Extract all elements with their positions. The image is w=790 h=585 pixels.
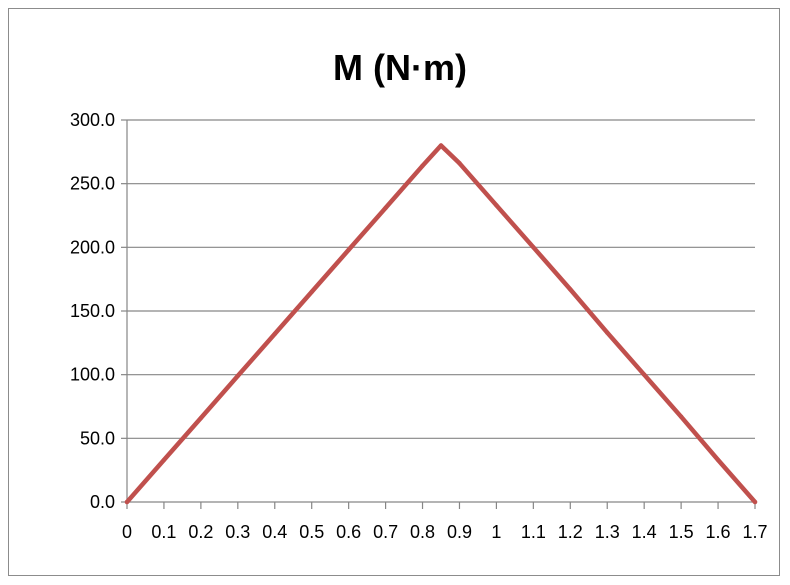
data-point bbox=[568, 287, 573, 292]
x-tick-label: 0.7 bbox=[373, 522, 398, 542]
data-point bbox=[346, 247, 351, 253]
x-tick-label: 1.5 bbox=[669, 522, 694, 542]
data-point bbox=[678, 414, 684, 419]
x-tick-label: 0.1 bbox=[151, 522, 176, 542]
data-point bbox=[124, 499, 130, 505]
x-tick-label: 0.4 bbox=[262, 522, 287, 542]
data-point bbox=[642, 372, 647, 377]
y-tick-label: 300.0 bbox=[70, 110, 115, 130]
gridlines bbox=[127, 119, 755, 439]
x-tick-label: 1 bbox=[491, 522, 501, 542]
chart-frame bbox=[8, 8, 780, 576]
x-tick-label: 1.3 bbox=[595, 522, 620, 542]
data-point bbox=[531, 245, 536, 250]
y-tick-label: 0.0 bbox=[90, 492, 115, 512]
data-point bbox=[715, 457, 721, 463]
axes bbox=[121, 119, 756, 509]
x-tick-label: 0.5 bbox=[299, 522, 324, 542]
y-tick-label: 50.0 bbox=[80, 428, 115, 448]
y-tick-label: 150.0 bbox=[70, 301, 115, 321]
x-tick-label: 0.8 bbox=[410, 522, 435, 542]
x-tick-label: 0 bbox=[122, 522, 132, 542]
x-tick-label: 1.4 bbox=[632, 522, 657, 542]
data-point bbox=[494, 203, 499, 208]
data-point bbox=[438, 143, 444, 148]
series-layer bbox=[124, 143, 758, 505]
x-tick-label: 0.3 bbox=[225, 522, 250, 542]
y-tick-label: 100.0 bbox=[70, 365, 115, 385]
data-point bbox=[161, 457, 167, 463]
x-tick-label: 0.2 bbox=[188, 522, 213, 542]
y-tick-label: 200.0 bbox=[70, 237, 115, 257]
x-tick-label: 0.6 bbox=[336, 522, 361, 542]
data-point bbox=[309, 289, 314, 295]
x-tick-label: 1.7 bbox=[742, 522, 767, 542]
x-tick-label: 1.1 bbox=[521, 522, 546, 542]
x-tick-label: 1.6 bbox=[706, 522, 731, 542]
data-point bbox=[383, 205, 388, 211]
data-point bbox=[752, 499, 758, 505]
chart-title: M (N·m) bbox=[333, 47, 467, 88]
data-point bbox=[235, 373, 240, 379]
x-tick-label: 1.2 bbox=[558, 522, 583, 542]
data-point bbox=[420, 163, 425, 168]
data-point bbox=[457, 161, 462, 166]
data-point bbox=[272, 331, 277, 337]
data-point bbox=[605, 330, 610, 335]
x-tick-label: 0.9 bbox=[447, 522, 472, 542]
data-point bbox=[198, 415, 204, 421]
y-axis-labels: 0.0 50.0 100.0 150.0 200.0 250.0 300.0 bbox=[70, 110, 115, 512]
x-axis-labels: 0 0.1 0.2 0.3 0.4 0.5 0.6 0.7 0.8 0.9 1 1.1 1.2 1.3 1.… bbox=[122, 522, 768, 542]
y-tick-label: 250.0 bbox=[70, 174, 115, 194]
series-line bbox=[124, 143, 758, 505]
